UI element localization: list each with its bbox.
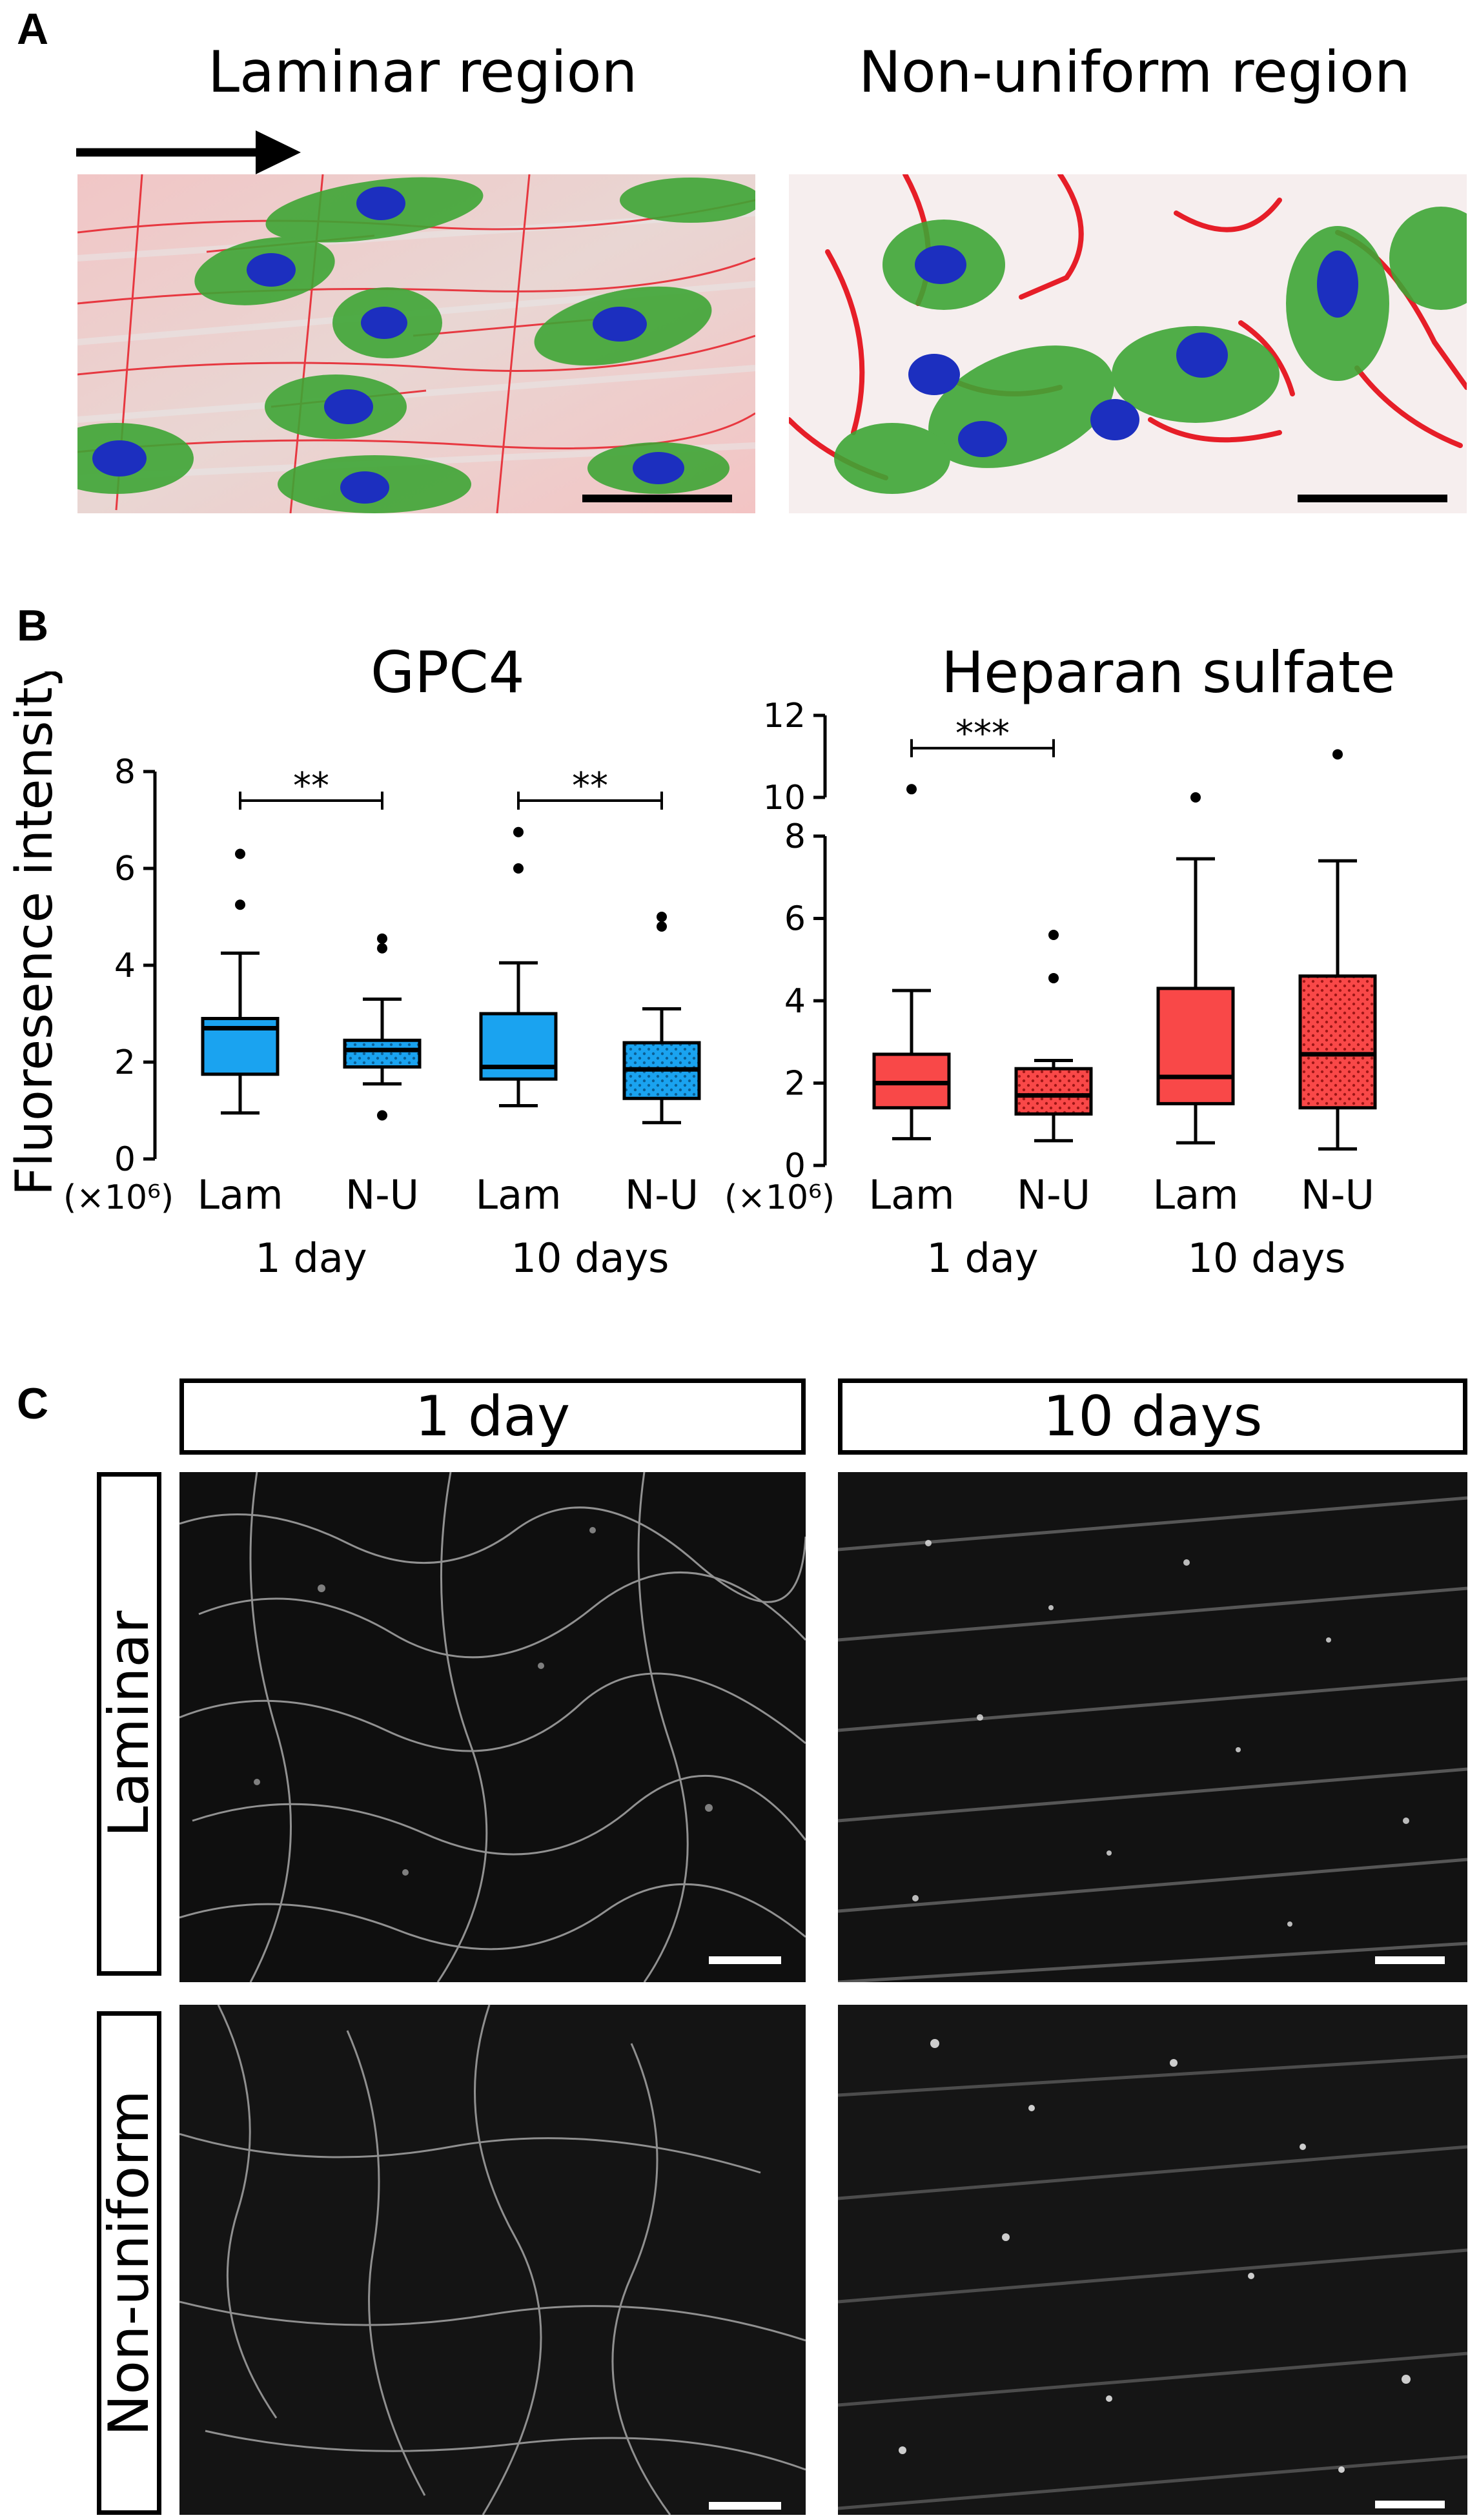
column-header-1-day: 1 day xyxy=(179,1378,806,1455)
column-header-10-days: 10 days xyxy=(838,1378,1467,1455)
outlier-point xyxy=(377,1110,387,1121)
group-label: 10 days xyxy=(511,1234,669,1282)
outlier-point xyxy=(513,863,524,874)
outlier-point xyxy=(377,933,387,944)
scale-bar xyxy=(709,1956,781,1964)
y-tick-label: 0 xyxy=(784,1147,806,1185)
box xyxy=(479,1012,558,1081)
row-header-non-uniform-label: Non-uniform xyxy=(97,2090,161,2436)
y-tick-label: 8 xyxy=(784,817,806,856)
y-tick-label: 6 xyxy=(114,850,136,888)
chart-gpc4-title: GPC4 xyxy=(371,639,525,706)
y-axis-label: Fluoresence intensity xyxy=(6,671,64,1196)
panel-label-c: C xyxy=(17,1379,49,1428)
row-header-laminar-label: Laminar xyxy=(97,1610,161,1838)
category-label: Lam xyxy=(476,1171,562,1218)
y-tick-label: 0 xyxy=(114,1140,136,1179)
outlier-point xyxy=(906,784,917,795)
category-label: N-U xyxy=(625,1171,699,1218)
outlier-point xyxy=(235,848,245,859)
outlier-point xyxy=(513,826,524,837)
laminar-10-days-image xyxy=(838,1472,1467,1982)
box xyxy=(1298,974,1377,1110)
group-label: 1 day xyxy=(926,1234,1038,1282)
box-plots: Fluoresence intensity (×10⁶) (×10⁶) 0 2 4 6… xyxy=(6,671,1377,1282)
flow-direction-arrow xyxy=(76,130,301,174)
significance-stars: ** xyxy=(572,765,608,807)
laminar-region-image xyxy=(77,174,755,513)
category-label: N-U xyxy=(1301,1171,1374,1218)
y-tick-label: 6 xyxy=(784,900,806,939)
y-tick-label: 4 xyxy=(114,947,136,985)
scale-bar xyxy=(709,2502,781,2510)
panel-label-b: B xyxy=(17,601,49,650)
y-tick-label: 2 xyxy=(114,1043,136,1082)
outlier-point xyxy=(657,912,667,922)
chart-hs-title: Heparan sulfate xyxy=(941,639,1396,706)
scale-bar xyxy=(1375,2501,1445,2508)
panel-a-left-title: Laminar region xyxy=(208,39,638,105)
category-label: Lam xyxy=(869,1171,955,1218)
outlier-point xyxy=(1190,792,1201,803)
gpc4-multiplier: (×10⁶) xyxy=(63,1178,174,1217)
scale-bar xyxy=(1375,1956,1445,1964)
hs-multiplier: (×10⁶) xyxy=(724,1178,835,1217)
category-label: N-U xyxy=(1017,1171,1090,1218)
outlier-point xyxy=(377,943,387,954)
box xyxy=(1156,987,1235,1105)
row-header-laminar: Laminar xyxy=(97,1472,161,1976)
significance-stars: ** xyxy=(293,765,329,807)
category-label: Lam xyxy=(198,1171,283,1218)
significance-stars: *** xyxy=(955,713,1010,755)
y-tick-label: 2 xyxy=(784,1065,806,1103)
non-uniform-1-day-image xyxy=(179,2005,806,2515)
panel-label-a: A xyxy=(17,5,49,54)
y-tick-label: 8 xyxy=(114,753,136,792)
scale-bar xyxy=(1298,495,1447,502)
outlier-point xyxy=(235,899,245,910)
scale-bar xyxy=(582,495,732,502)
panel-a-right-title: Non-uniform region xyxy=(859,39,1411,105)
outlier-point xyxy=(1048,972,1059,983)
non-uniform-10-days-image xyxy=(838,2005,1467,2515)
category-label: Lam xyxy=(1153,1171,1239,1218)
laminar-1-day-image xyxy=(179,1472,806,1982)
box xyxy=(1014,1067,1093,1116)
category-label: N-U xyxy=(345,1171,419,1218)
group-label: 1 day xyxy=(255,1234,367,1282)
outlier-point xyxy=(657,921,667,932)
outlier-point xyxy=(1332,749,1343,760)
non-uniform-region-image xyxy=(789,174,1467,513)
group-label: 10 days xyxy=(1188,1234,1346,1282)
box xyxy=(343,1038,422,1069)
y-tick-label: 12 xyxy=(763,697,806,735)
y-tick-label: 10 xyxy=(763,779,806,817)
outlier-point xyxy=(1048,930,1059,940)
y-tick-label: 4 xyxy=(784,982,806,1021)
row-header-non-uniform: Non-uniform xyxy=(97,2011,161,2515)
